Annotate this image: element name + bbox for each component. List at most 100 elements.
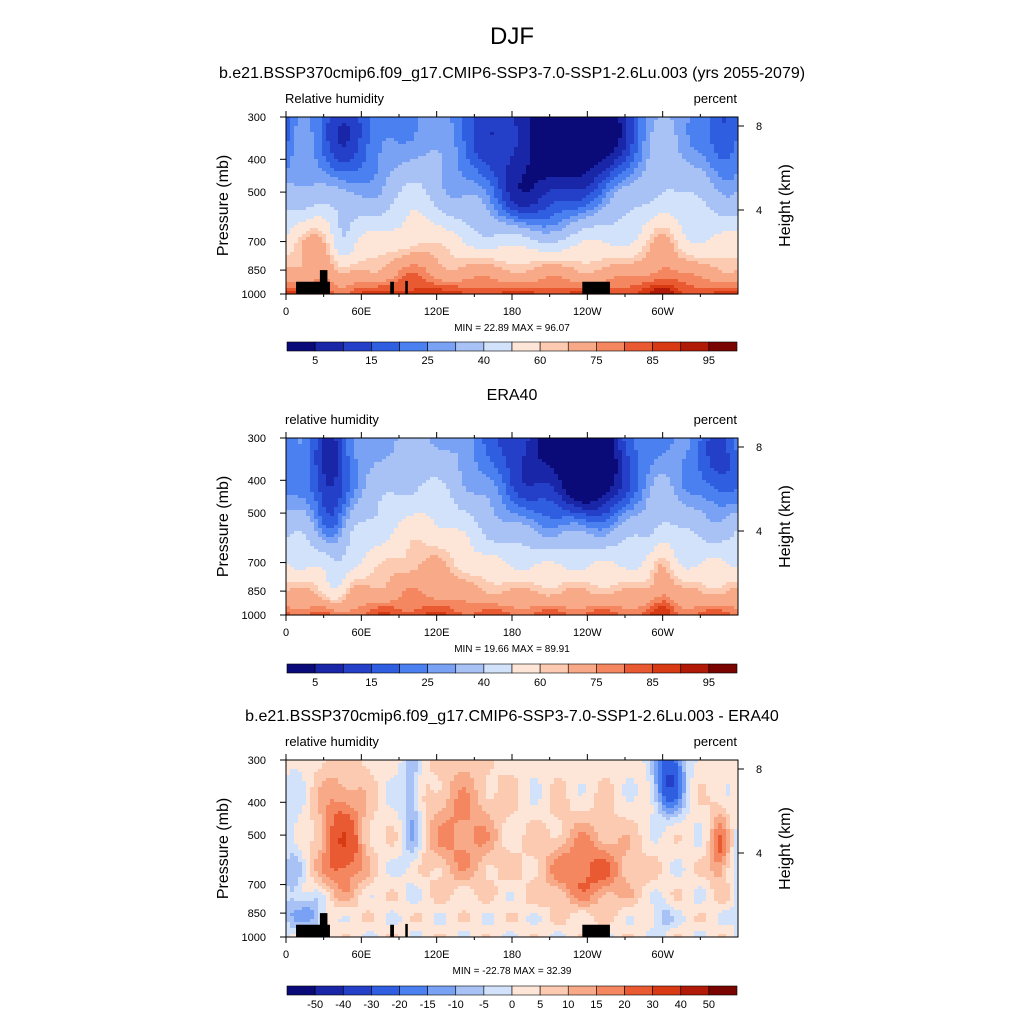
contour-cell xyxy=(382,186,402,190)
contour-cell xyxy=(518,216,550,220)
contour-cell xyxy=(330,847,358,851)
contour-cell xyxy=(690,117,710,121)
y-tick-label: 850 xyxy=(248,908,266,920)
contour-cell xyxy=(682,564,698,568)
contour-cell xyxy=(482,576,650,580)
contour-cell xyxy=(410,865,418,869)
contour-cell xyxy=(326,237,334,241)
contour-cell xyxy=(366,850,374,854)
contour-cell xyxy=(662,895,674,899)
contour-cell xyxy=(482,844,494,848)
contour-cell xyxy=(454,138,462,142)
contour-cell xyxy=(358,832,362,836)
contour-cell xyxy=(430,438,474,442)
contour-cell xyxy=(662,600,666,604)
contour-cell xyxy=(646,501,682,505)
contour-cell xyxy=(650,144,678,148)
contour-cell xyxy=(378,805,390,809)
contour-cell xyxy=(490,838,498,842)
contour-cell xyxy=(338,159,350,163)
contour-cell xyxy=(290,126,294,130)
contour-cell xyxy=(614,808,654,812)
contour-cell xyxy=(462,117,474,121)
contour-cell xyxy=(314,183,326,187)
contour-cell xyxy=(706,850,710,854)
contour-cell xyxy=(462,474,486,478)
contour-cell xyxy=(522,189,530,193)
contour-cell xyxy=(730,832,734,836)
contour-cell xyxy=(334,868,338,872)
contour-cell xyxy=(434,282,642,286)
contour-cell xyxy=(614,477,622,481)
contour-cell xyxy=(318,594,326,598)
contour-cell xyxy=(402,847,406,851)
contour-cell xyxy=(462,120,474,124)
contour-cell xyxy=(442,168,458,172)
contour-cell xyxy=(414,775,418,779)
contour-cell xyxy=(322,441,338,445)
contour-cell xyxy=(734,141,738,145)
contour-cell xyxy=(662,919,674,923)
contour-cell xyxy=(338,528,342,532)
contour-cell xyxy=(330,261,338,265)
contour-cell xyxy=(554,486,562,490)
contour-cell xyxy=(502,453,526,457)
contour-cell xyxy=(706,450,726,454)
contour-cell xyxy=(286,913,290,917)
contour-cell xyxy=(614,916,626,920)
contour-cell xyxy=(698,564,730,568)
contour-cell xyxy=(602,841,618,845)
contour-cell xyxy=(438,775,454,779)
contour-cell xyxy=(338,519,342,523)
contour-cell xyxy=(286,216,314,220)
contour-cell xyxy=(314,216,322,220)
contour-cell xyxy=(290,132,294,136)
contour-cell xyxy=(454,844,478,848)
contour-cell xyxy=(350,132,362,136)
contour-cell xyxy=(470,793,478,797)
contour-cell xyxy=(626,799,634,803)
contour-cell xyxy=(378,787,386,791)
contour-cell xyxy=(422,844,426,848)
contour-cell xyxy=(626,177,638,181)
y-axis-label: Pressure (mb) xyxy=(215,155,232,256)
contour-cell xyxy=(350,585,354,589)
contour-cell xyxy=(658,213,670,217)
contour-cell xyxy=(470,796,478,800)
contour-cell xyxy=(482,901,490,905)
contour-cell xyxy=(366,796,378,800)
contour-cell xyxy=(286,117,290,121)
contour-cell xyxy=(666,811,674,815)
contour-cell xyxy=(370,820,402,824)
contour-cell xyxy=(530,880,546,884)
contour-cell xyxy=(414,835,418,839)
contour-cell xyxy=(506,892,514,896)
contour-cell xyxy=(726,582,738,586)
contour-cell xyxy=(302,258,330,262)
contour-cell xyxy=(314,835,322,839)
contour-cell xyxy=(322,471,338,475)
colorbar-box xyxy=(314,341,344,352)
contour-cell xyxy=(642,498,646,502)
contour-cell xyxy=(434,276,474,280)
contour-cell xyxy=(530,913,538,917)
contour-cell xyxy=(482,856,522,860)
contour-cell xyxy=(494,916,506,920)
contour-cell xyxy=(610,189,618,193)
colorbar-label: 10 xyxy=(562,999,574,1011)
contour-cell xyxy=(734,150,738,154)
contour-cell xyxy=(342,522,346,526)
contour-cell xyxy=(654,480,670,484)
contour-cell xyxy=(318,447,322,451)
contour-cell xyxy=(390,576,458,580)
contour-cell xyxy=(350,291,362,295)
contour-cell xyxy=(450,117,462,121)
contour-cell xyxy=(370,132,414,136)
contour-cell xyxy=(322,856,330,860)
contour-cell xyxy=(714,859,722,863)
contour-cell xyxy=(426,832,430,836)
contour-cell xyxy=(622,787,638,791)
colorbar-box xyxy=(680,341,710,352)
contour-cell xyxy=(306,880,314,884)
colorbar-box xyxy=(680,985,710,996)
